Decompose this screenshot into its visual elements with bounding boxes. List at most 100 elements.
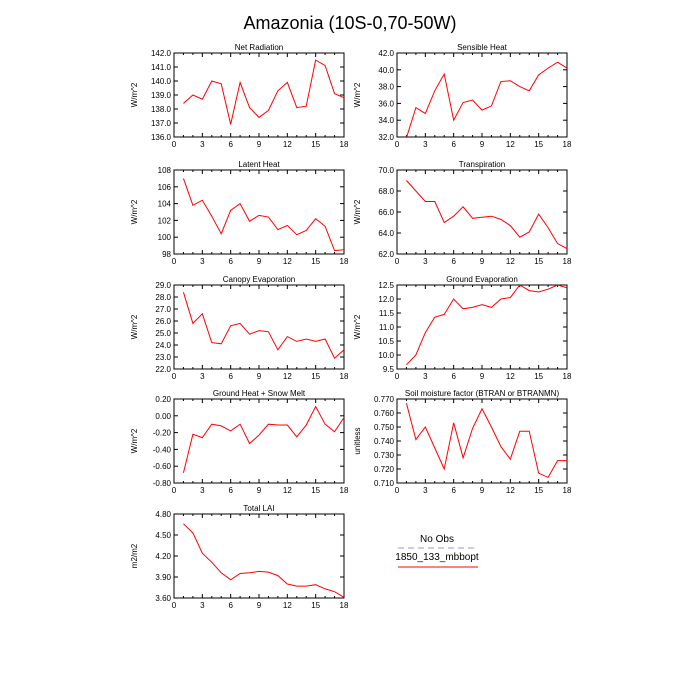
x-tick-label: 12	[506, 140, 515, 149]
y-tick-label: 106	[158, 183, 172, 192]
x-tick-label: 6	[228, 140, 233, 149]
y-axis-label: W/m^2	[130, 314, 139, 339]
x-tick-label: 18	[340, 486, 349, 495]
y-tick-label: 139.0	[151, 91, 172, 100]
x-tick-label: 9	[480, 372, 485, 381]
x-tick-label: 18	[563, 486, 572, 495]
x-tick-label: 6	[451, 257, 456, 266]
y-axis-label: W/m^2	[353, 199, 362, 224]
plot-frame	[396, 284, 568, 370]
x-tick-label: 9	[257, 601, 262, 610]
chart-panel-4: Canopy Evaporation 0 3 6 9 12 15 18 22.0 23.0 24.0…	[130, 275, 349, 381]
panel-title: Latent Heat	[238, 160, 280, 169]
x-tick-label: 0	[172, 372, 177, 381]
y-tick-label: 23.0	[155, 353, 171, 362]
x-tick-label: 12	[506, 372, 515, 381]
y-tick-label: 12.0	[378, 295, 394, 304]
y-tick-label: 34.0	[378, 116, 394, 125]
x-tick-label: 6	[228, 486, 233, 495]
y-tick-label: 0.720	[374, 465, 395, 474]
y-tick-label: 70.0	[378, 166, 394, 175]
y-tick-label: 0.710	[374, 479, 395, 488]
x-tick-label: 9	[257, 486, 262, 495]
y-tick-label: 0.730	[374, 451, 395, 460]
plot-frame	[396, 52, 568, 138]
series-line-0	[405, 403, 567, 479]
panel-title: Sensible Heat	[457, 43, 508, 52]
y-tick-label: 11.5	[379, 309, 395, 318]
y-tick-label: 137.0	[151, 119, 172, 128]
panel-title: Ground Heat + Snow Melt	[213, 389, 306, 398]
legend-label-no-obs: No Obs	[420, 534, 454, 545]
y-tick-label: 0.750	[374, 423, 395, 432]
y-tick-label: 36.0	[378, 99, 394, 108]
y-tick-label: 104	[158, 200, 172, 209]
chart-panel-6: Ground Heat + Snow Melt 0 3 6 9 12 15 18 -0.80 -0…	[130, 389, 349, 495]
series-line-0	[406, 61, 567, 137]
x-tick-label: 0	[395, 486, 400, 495]
x-tick-label: 0	[172, 140, 177, 149]
plot-frame	[173, 52, 345, 138]
y-tick-label: 141.0	[151, 63, 172, 72]
panel-title: Net Radiation	[235, 43, 283, 52]
y-axis-label: W/m^2	[130, 428, 139, 453]
y-axis-label: W/m^2	[353, 314, 362, 339]
y-tick-label: 136.0	[151, 133, 172, 142]
x-tick-label: 15	[311, 601, 320, 610]
panel-title: Total LAI	[243, 504, 274, 513]
y-tick-label: 64.0	[378, 229, 394, 238]
panel-title: Canopy Evaporation	[223, 275, 296, 284]
x-tick-label: 15	[311, 372, 320, 381]
x-tick-label: 0	[395, 257, 400, 266]
y-tick-label: 100	[158, 233, 172, 242]
x-tick-label: 18	[340, 257, 349, 266]
y-tick-label: 42.0	[378, 49, 394, 58]
x-tick-label: 3	[423, 486, 428, 495]
plot-frame	[173, 284, 345, 370]
series-line-0	[183, 59, 344, 125]
x-tick-label: 15	[534, 140, 543, 149]
y-tick-label: 26.0	[155, 317, 171, 326]
legend: No Obs 1850_133_mbbopt	[395, 534, 479, 568]
y-tick-label: 10.0	[378, 351, 394, 360]
x-tick-label: 18	[563, 140, 572, 149]
x-tick-label: 0	[172, 601, 177, 610]
y-tick-label: 22.0	[155, 365, 171, 374]
x-tick-label: 18	[340, 601, 349, 610]
x-tick-label: 3	[200, 257, 205, 266]
y-tick-label: -0.60	[153, 462, 172, 471]
y-tick-label: 68.0	[378, 187, 394, 196]
y-tick-label: 4.80	[155, 510, 171, 519]
chart-panels: Net Radiation 0 3 6 9 12 15 18 136.0 137.0 138.0 13…	[130, 43, 572, 610]
series-line-0	[183, 523, 344, 598]
y-tick-label: 0.770	[374, 395, 395, 404]
y-tick-label: 10.5	[378, 337, 394, 346]
y-tick-label: 0.760	[374, 409, 395, 418]
series-line-0	[406, 285, 567, 366]
y-axis-label: m2/m2	[130, 543, 139, 568]
y-tick-label: -0.40	[153, 445, 172, 454]
x-tick-label: 6	[451, 140, 456, 149]
plot-frame	[173, 513, 345, 599]
chart-panel-7: Soil moisture factor (BTRAN or BTRANMN) 0…	[353, 389, 572, 495]
y-tick-label: 25.0	[155, 329, 171, 338]
y-tick-label: 3.60	[155, 594, 171, 603]
x-tick-label: 12	[283, 257, 292, 266]
y-tick-label: 142.0	[151, 49, 172, 58]
x-tick-label: 15	[311, 257, 320, 266]
y-tick-label: 38.0	[378, 83, 394, 92]
y-tick-label: 108	[158, 166, 172, 175]
x-tick-label: 3	[200, 601, 205, 610]
x-tick-label: 0	[395, 372, 400, 381]
x-tick-label: 12	[283, 486, 292, 495]
x-tick-label: 12	[506, 257, 515, 266]
series-line-0	[182, 405, 344, 474]
series-line-0	[182, 292, 344, 360]
chart-panel-8: Total LAI 0 3 6 9 12 15 18 3.60 3.90 4.20 4.50 4.80 m…	[130, 504, 349, 610]
y-tick-label: 24.0	[155, 341, 171, 350]
x-tick-label: 6	[228, 372, 233, 381]
y-tick-label: 27.0	[155, 305, 171, 314]
x-tick-label: 18	[340, 372, 349, 381]
y-tick-label: 4.20	[155, 552, 171, 561]
